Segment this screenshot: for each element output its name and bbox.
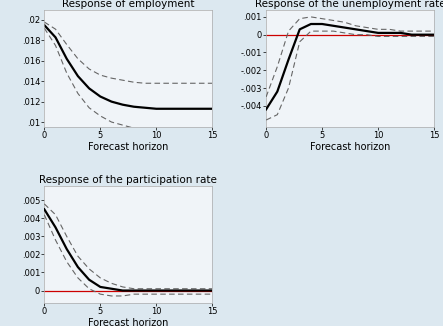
X-axis label: Forecast horizon: Forecast horizon	[88, 142, 168, 152]
Title: Response of the unemployment rate: Response of the unemployment rate	[255, 0, 443, 9]
X-axis label: Forecast horizon: Forecast horizon	[310, 142, 390, 152]
Title: Response of the participation rate: Response of the participation rate	[39, 175, 217, 185]
X-axis label: Forecast horizon: Forecast horizon	[88, 318, 168, 326]
Title: Response of employment: Response of employment	[62, 0, 194, 9]
